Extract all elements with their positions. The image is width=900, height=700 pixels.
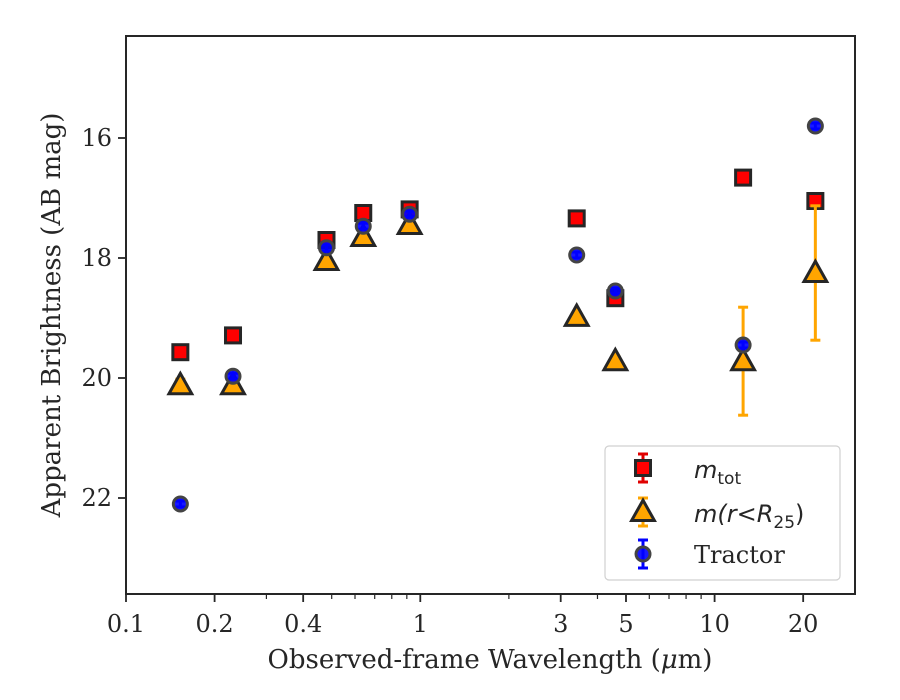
series-1 xyxy=(171,168,825,362)
legend-label-mtot: mtot xyxy=(694,456,741,489)
x-tick-label: 0.2 xyxy=(196,610,234,638)
series-2 xyxy=(166,204,830,417)
triangle-marker xyxy=(166,370,195,396)
data-marks xyxy=(166,117,830,513)
series-3 xyxy=(171,117,824,513)
triangle-marker xyxy=(562,301,591,327)
legend-label-mr25: m(r<R25) xyxy=(694,500,804,533)
circle-marker xyxy=(606,282,624,300)
triangle-marker xyxy=(312,246,341,272)
x-axis-ticks: 0.1 0.2 0.4 1 3 5 10 20 xyxy=(107,594,819,638)
x-tick-label: 0.1 xyxy=(107,610,145,638)
circle-marker xyxy=(568,246,586,264)
circle-marker xyxy=(806,117,824,135)
legend-handles xyxy=(629,452,657,570)
triangle-marker xyxy=(801,258,830,284)
legend-circle-marker xyxy=(634,545,652,563)
circle-marker xyxy=(734,336,752,354)
square-marker xyxy=(171,343,190,362)
x-tick-label: 1 xyxy=(413,610,428,638)
y-tick-label: 16 xyxy=(81,124,112,152)
legend-triangle-marker xyxy=(629,497,657,523)
x-tick-label: 20 xyxy=(788,610,819,638)
triangle-marker xyxy=(349,222,378,248)
circle-marker xyxy=(401,205,419,223)
plot-frame xyxy=(125,35,856,595)
triangle-marker xyxy=(729,346,758,372)
square-marker xyxy=(567,209,586,228)
legend-frame xyxy=(604,445,841,581)
circle-marker xyxy=(224,367,242,385)
x-tick-label: 5 xyxy=(618,610,633,638)
x-tick-label: 0.4 xyxy=(284,610,322,638)
triangle-marker xyxy=(395,210,424,236)
y-tick-label: 20 xyxy=(81,364,112,392)
legend-square-marker xyxy=(634,459,652,477)
square-marker xyxy=(224,326,243,345)
x-tick-label: 3 xyxy=(553,610,568,638)
legend: mtot m(r<R25) Tractor xyxy=(604,445,841,581)
square-marker xyxy=(734,168,753,187)
legend-label-tractor: Tractor xyxy=(694,541,785,569)
y-tick-label: 18 xyxy=(81,244,112,272)
circle-marker xyxy=(171,495,189,513)
y-tick-label: 22 xyxy=(81,484,112,512)
y-axis-ticks: 16 18 20 22 xyxy=(81,124,126,512)
triangle-marker xyxy=(601,346,630,372)
x-tick-label: 10 xyxy=(699,610,730,638)
y-axis-label: Apparent Brightness (AB mag) xyxy=(37,113,67,519)
circle-marker xyxy=(354,217,372,235)
circle-marker xyxy=(317,239,335,257)
x-axis-label: Observed-frame Wavelength (μm) xyxy=(268,645,713,675)
